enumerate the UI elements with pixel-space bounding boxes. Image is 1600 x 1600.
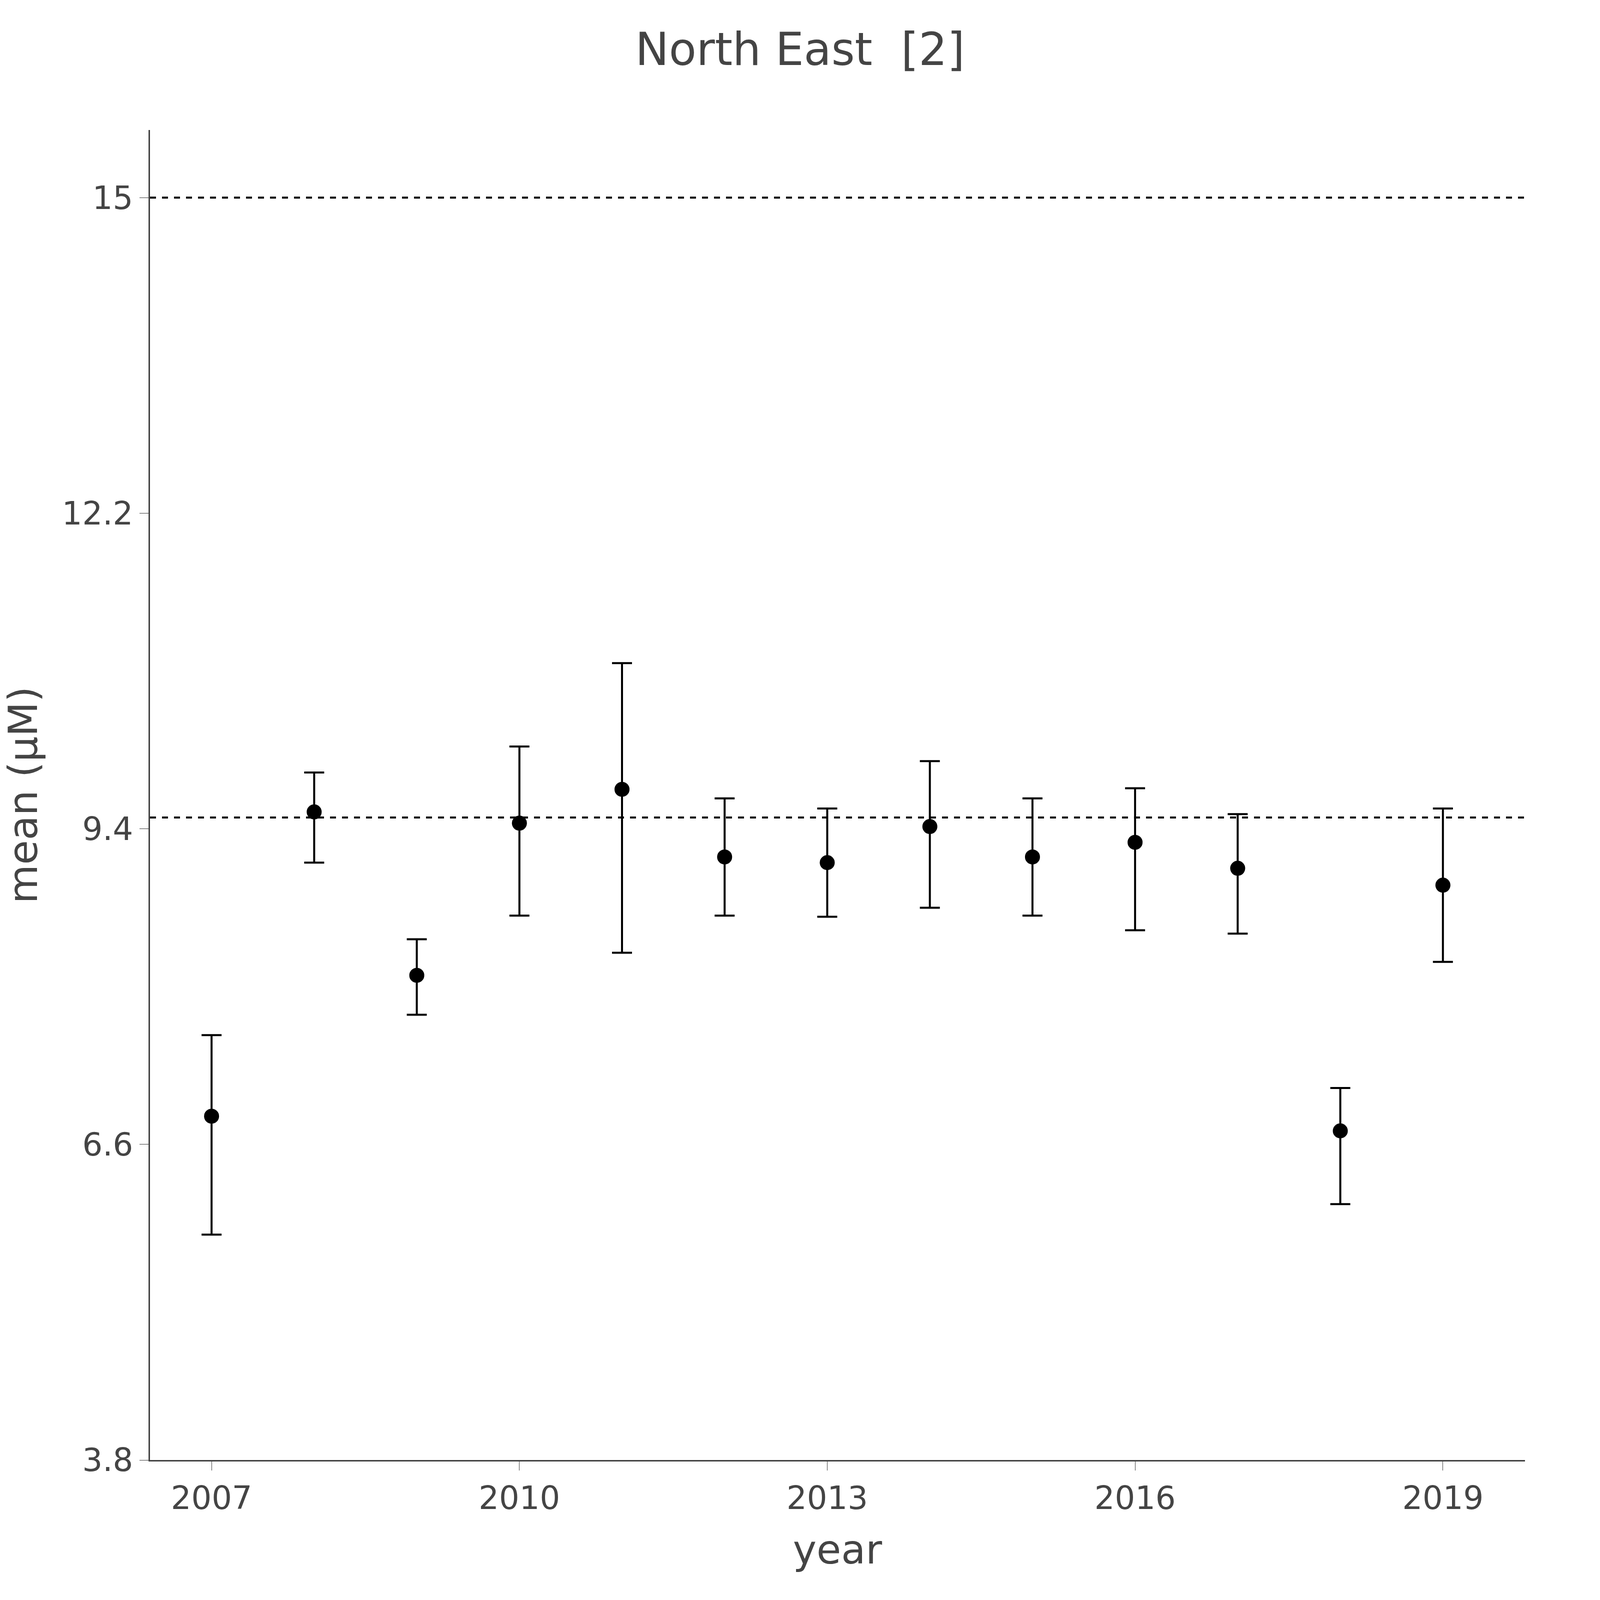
svg-text:6.6: 6.6	[82, 1126, 133, 1163]
svg-text:2016: 2016	[1094, 1479, 1176, 1517]
svg-text:North East [2]: North East [2]	[635, 23, 965, 76]
svg-text:3.8: 3.8	[82, 1441, 133, 1479]
svg-text:2019: 2019	[1402, 1479, 1484, 1517]
svg-text:mean (μM): mean (μM)	[0, 686, 47, 904]
svg-text:15: 15	[92, 179, 133, 217]
svg-text:9.4: 9.4	[82, 810, 133, 848]
svg-text:2013: 2013	[786, 1479, 868, 1517]
svg-text:2010: 2010	[478, 1479, 560, 1517]
svg-text:year: year	[793, 1526, 883, 1573]
svg-text:2007: 2007	[171, 1479, 253, 1517]
svg-text:12.2: 12.2	[62, 495, 134, 532]
